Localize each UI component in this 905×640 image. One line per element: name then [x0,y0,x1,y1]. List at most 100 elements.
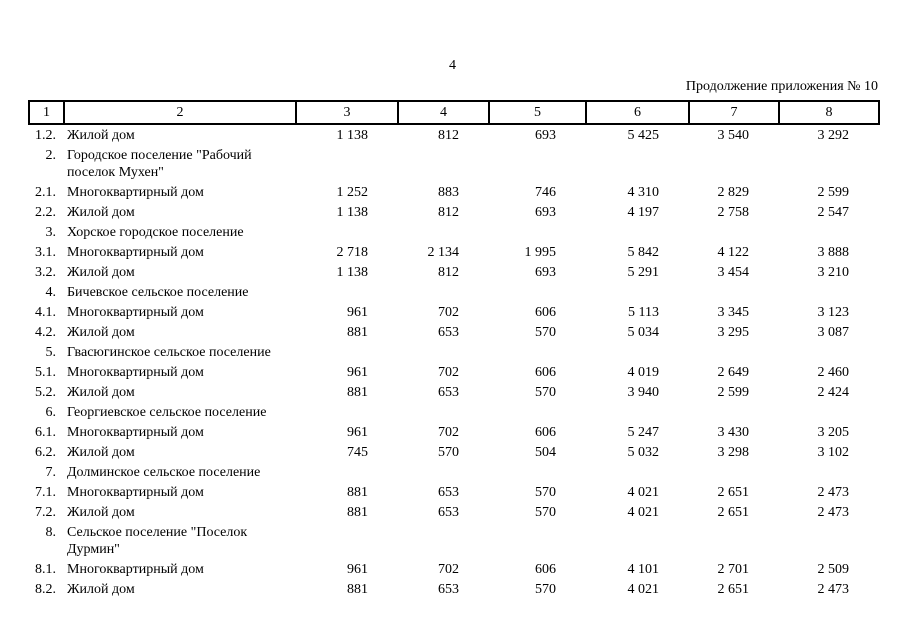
row-value-cell [296,522,398,559]
row-name-cell: Городское поселение "Рабочий поселок Мух… [67,148,252,180]
row-value-cell [689,282,779,302]
row-value-cell: 961 [347,425,368,440]
row-value-cell [586,462,689,482]
row-value-cell: 3 940 [627,385,660,400]
row-value-cell [489,342,586,362]
row-value-cell: 961 [347,305,368,320]
row-name-cell: Многоквартирный дом [67,425,204,440]
row-value-cell: 881 [347,485,368,500]
header-cell: 5 [488,100,587,125]
row-value-cell [398,145,489,182]
row-name-cell: Георгиевское сельское поселение [67,405,267,420]
row-value-cell: 3 430 [717,425,750,440]
row-value-cell [398,282,489,302]
row-value-cell: 2 758 [717,205,750,220]
row-name-cell: Многоквартирный дом [67,185,204,200]
table-row: 6.2. Жилой дом 745 570 504 5 032 3 298 3 102 [29,442,879,462]
row-number-cell: 4. [45,285,57,300]
row-value-cell: 570 [535,325,556,340]
row-value-cell: 881 [347,385,368,400]
row-value-cell: 1 138 [336,265,369,280]
row-value-cell [296,282,398,302]
row-value-cell [586,522,689,559]
row-number-cell: 8.2. [35,582,56,597]
row-value-cell [689,522,779,559]
row-number-cell: 1.2. [35,128,56,143]
row-name-cell: Многоквартирный дом [67,485,204,500]
table-row: 6. Георгиевское сельское поселение [29,402,879,422]
table-row: 8.1. Многоквартирный дом 961 702 606 4 101 2 7… [29,559,879,579]
row-number-cell: 2.1. [35,185,56,200]
row-value-cell: 3 888 [817,245,850,260]
row-number-cell: 7.2. [35,505,56,520]
row-value-cell: 3 298 [717,445,750,460]
row-value-cell [586,222,689,242]
row-name-cell: Долминское сельское поселение [67,465,261,480]
row-value-cell: 746 [535,185,556,200]
table-row: 5.1. Многоквартирный дом 961 702 606 4 019 2 6… [29,362,879,382]
row-value-cell: 2 547 [817,205,850,220]
row-value-cell [689,402,779,422]
row-name-cell: Жилой дом [67,325,135,340]
header-cell: 1 [28,100,65,125]
row-value-cell: 2 599 [717,385,750,400]
row-name-cell: Жилой дом [67,128,135,143]
row-value-cell: 3 210 [817,265,850,280]
row-value-cell: 653 [438,325,459,340]
row-value-cell: 5 291 [627,265,660,280]
row-value-cell: 4 122 [717,245,750,260]
row-value-cell [489,402,586,422]
row-value-cell [779,145,879,182]
row-value-cell: 883 [438,185,459,200]
row-value-cell [489,222,586,242]
page-number: 4 [449,58,456,73]
row-value-cell: 5 034 [627,325,660,340]
row-value-cell [398,522,489,559]
row-value-cell [586,282,689,302]
row-number-cell: 6.2. [35,445,56,460]
row-number-cell: 5. [45,345,57,360]
row-value-cell: 3 123 [817,305,850,320]
row-number-cell: 8.1. [35,562,56,577]
row-number-cell: 8. [45,525,57,540]
row-value-cell: 693 [535,205,556,220]
row-value-cell [689,342,779,362]
row-value-cell: 961 [347,365,368,380]
table-row: 5. Гвасюгинское сельское поселение [29,342,879,362]
table-row: 3.1. Многоквартирный дом 2 718 2 134 1 995 5 … [29,242,879,262]
table-row: 5.2. Жилой дом 881 653 570 3 940 2 599 2 424 [29,382,879,402]
table-row: 7. Долминское сельское поселение [29,462,879,482]
row-value-cell: 3 295 [717,325,750,340]
table-row: 4.2. Жилой дом 881 653 570 5 034 3 295 3 087 [29,322,879,342]
row-name-cell: Многоквартирный дом [67,365,204,380]
row-value-cell: 3 540 [717,128,750,143]
row-value-cell: 1 252 [336,185,369,200]
row-value-cell: 2 701 [717,562,750,577]
row-value-cell: 4 101 [627,562,660,577]
row-value-cell: 570 [535,582,556,597]
row-value-cell [586,145,689,182]
row-value-cell [779,342,879,362]
row-value-cell: 693 [535,265,556,280]
table-row: 1.2. Жилой дом 1 138 812 693 5 425 3 540 3 292 [29,124,879,145]
row-number-cell: 3. [45,225,57,240]
row-value-cell [779,282,879,302]
row-value-cell: 2 473 [817,582,850,597]
row-name-cell: Хорское городское поселение [67,225,244,240]
row-value-cell: 4 021 [627,485,660,500]
row-value-cell: 5 842 [627,245,660,260]
row-value-cell [296,222,398,242]
row-value-cell: 745 [347,445,368,460]
table-row: 8. Сельское поселение "Поселок Дурмин" [29,522,879,559]
row-value-cell [779,402,879,422]
row-name-cell: Жилой дом [67,505,135,520]
table-row: 3.2. Жилой дом 1 138 812 693 5 291 3 454 3 210 [29,262,879,282]
row-value-cell: 702 [438,425,459,440]
row-value-cell: 2 460 [817,365,850,380]
row-value-cell: 812 [438,128,459,143]
header-cell: 8 [778,100,880,125]
header-cell: 2 [63,100,297,125]
